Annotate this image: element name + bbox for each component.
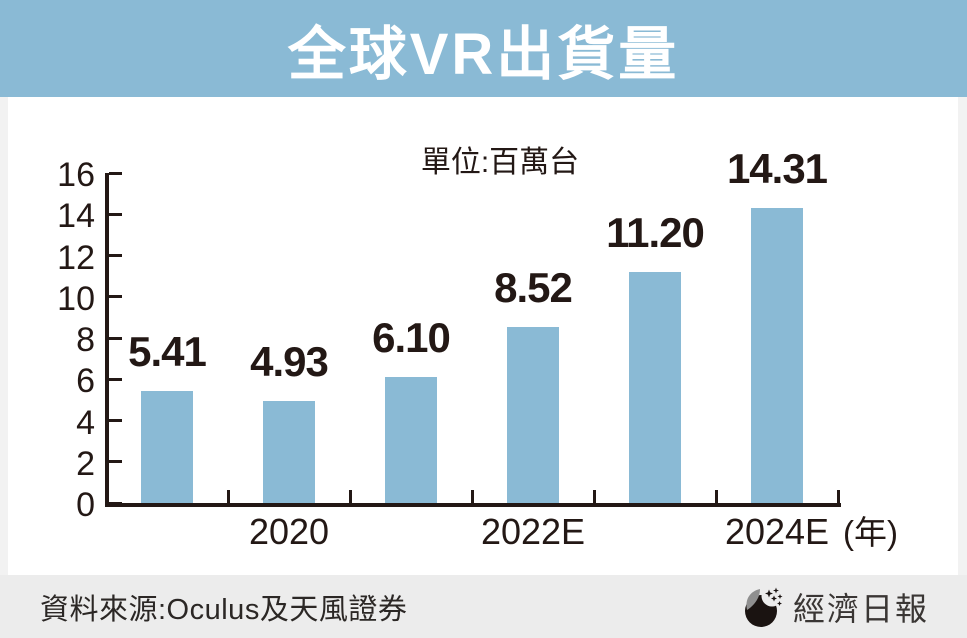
y-axis-tick-label: 12 bbox=[57, 238, 95, 277]
y-axis-tick-label: 14 bbox=[57, 197, 95, 236]
x-axis-tick bbox=[592, 490, 596, 503]
y-axis-tick bbox=[109, 501, 122, 505]
bar-value-label: 6.10 bbox=[372, 314, 451, 361]
x-axis-tick bbox=[348, 490, 352, 503]
y-axis-tick bbox=[109, 254, 122, 257]
bar bbox=[263, 401, 315, 503]
x-axis-tick bbox=[836, 490, 840, 503]
bar bbox=[751, 208, 803, 503]
footer: 資料來源:Oculus及天風證券 經濟日報 bbox=[0, 575, 967, 638]
y-axis-tick-label: 4 bbox=[76, 403, 95, 442]
bar-value-label: 4.93 bbox=[250, 338, 329, 385]
y-axis-tick-label: 0 bbox=[76, 486, 95, 524]
x-axis-tick bbox=[226, 490, 230, 503]
y-axis-tick-label: 10 bbox=[57, 279, 95, 318]
x-axis-unit-suffix: (年) bbox=[843, 514, 898, 551]
y-axis-line bbox=[105, 173, 109, 507]
y-axis-tick bbox=[109, 419, 122, 422]
x-axis-tick bbox=[470, 490, 474, 503]
unit-label: 單位:百萬台 bbox=[420, 146, 580, 179]
brand: 經濟日報 bbox=[741, 584, 929, 630]
x-axis-line bbox=[105, 503, 841, 507]
y-axis-tick bbox=[109, 212, 122, 216]
bar bbox=[141, 391, 193, 503]
brand-name: 經濟日報 bbox=[792, 590, 929, 627]
bar-value-label: 11.20 bbox=[606, 209, 705, 256]
x-axis-label: 2024E bbox=[724, 511, 830, 552]
x-axis-label: 2020 bbox=[248, 511, 330, 552]
y-axis-tick bbox=[109, 336, 122, 340]
y-axis-tick bbox=[109, 377, 122, 381]
y-axis-tick bbox=[109, 171, 122, 175]
chart-title: 全球VR出貨量 bbox=[287, 21, 680, 87]
y-axis-tick-label: 8 bbox=[76, 321, 95, 359]
y-axis-tick bbox=[109, 460, 122, 464]
bar bbox=[507, 327, 559, 503]
bar-value-label: 5.41 bbox=[128, 328, 207, 375]
bar bbox=[385, 377, 437, 503]
bar bbox=[629, 272, 681, 503]
source-text: 資料來源:Oculus及天風證券 bbox=[40, 593, 408, 626]
chart-title-band: 全球VR出貨量 bbox=[0, 0, 967, 97]
bar-value-label: 8.52 bbox=[494, 264, 573, 311]
bar-chart: 單位:百萬台 0 2 4 6 8 10 12 14 16 5.41 4.93 6.10 8.52 11.2… bbox=[0, 97, 967, 575]
bar-value-label: 14.31 bbox=[726, 145, 828, 192]
economic-daily-logo-icon bbox=[744, 585, 783, 627]
y-axis-tick-label: 6 bbox=[76, 362, 95, 401]
x-axis-label: 2022E bbox=[480, 511, 586, 552]
y-axis-tick-label: 16 bbox=[57, 156, 95, 194]
y-axis-tick bbox=[109, 295, 122, 299]
x-axis-tick bbox=[714, 490, 718, 503]
y-axis-tick-label: 2 bbox=[76, 444, 95, 483]
